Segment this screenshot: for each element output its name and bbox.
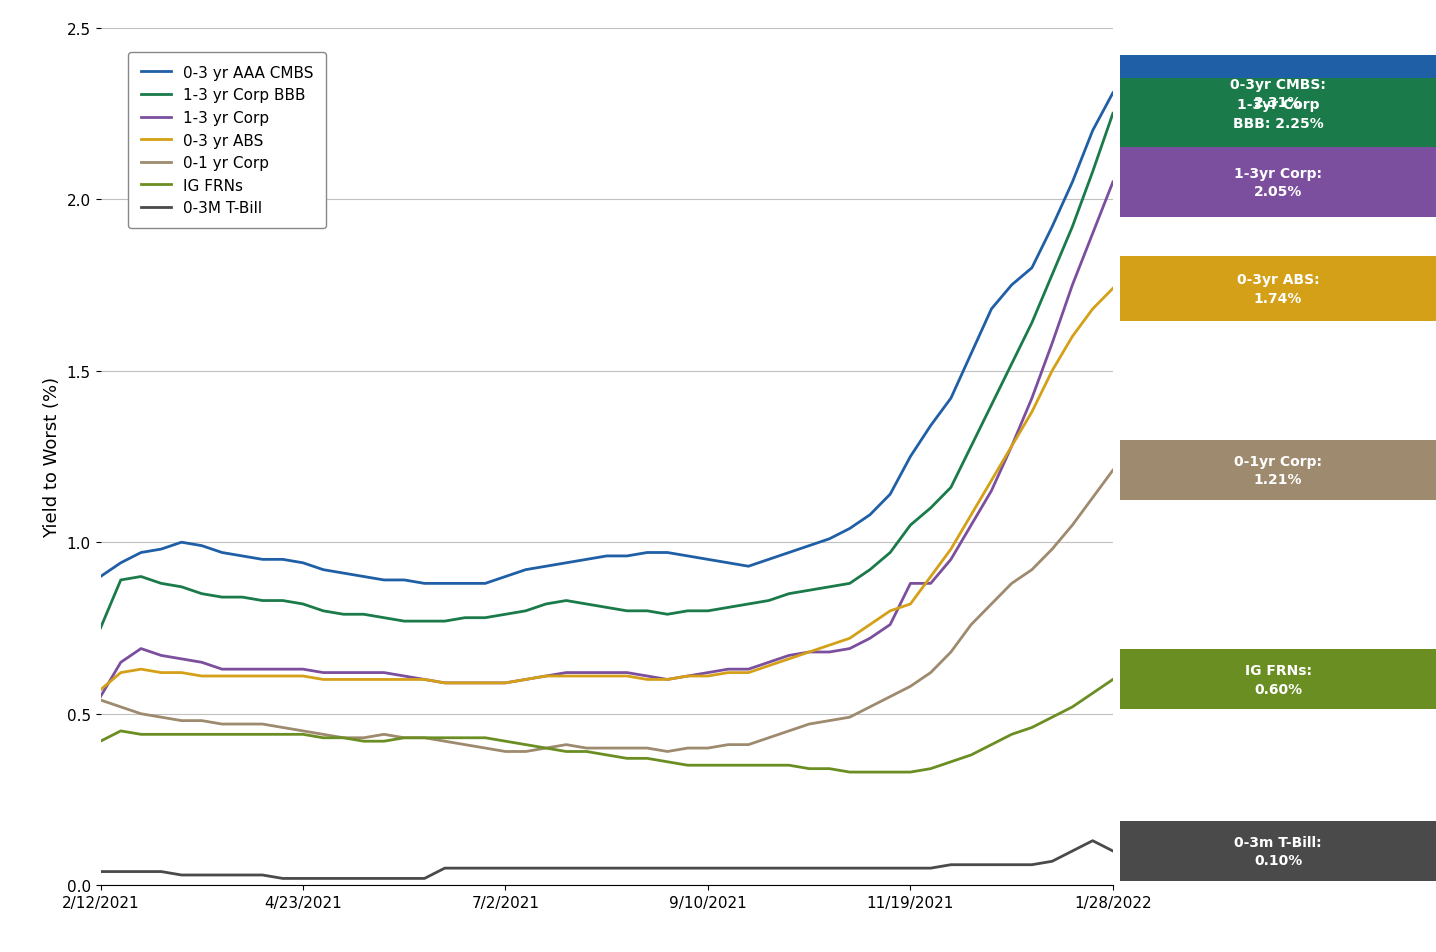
Text: 0-3yr CMBS:
2.31%: 0-3yr CMBS: 2.31% xyxy=(1231,77,1325,109)
Y-axis label: Yield to Worst (%): Yield to Worst (%) xyxy=(43,376,62,538)
Text: 1-3yr Corp
BBB: 2.25%: 1-3yr Corp BBB: 2.25% xyxy=(1232,98,1324,130)
Text: 0-3m T-Bill:
0.10%: 0-3m T-Bill: 0.10% xyxy=(1234,835,1323,867)
Text: 0-3yr ABS:
1.74%: 0-3yr ABS: 1.74% xyxy=(1236,273,1320,306)
Text: IG FRNs:
0.60%: IG FRNs: 0.60% xyxy=(1245,664,1311,696)
Legend: 0-3 yr AAA CMBS, 1-3 yr Corp BBB, 1-3 yr Corp, 0-3 yr ABS, 0-1 yr Corp, IG FRNs,: 0-3 yr AAA CMBS, 1-3 yr Corp BBB, 1-3 yr… xyxy=(128,53,326,228)
Text: 1-3yr Corp:
2.05%: 1-3yr Corp: 2.05% xyxy=(1234,167,1323,199)
Text: 0-1yr Corp:
1.21%: 0-1yr Corp: 1.21% xyxy=(1234,454,1323,486)
